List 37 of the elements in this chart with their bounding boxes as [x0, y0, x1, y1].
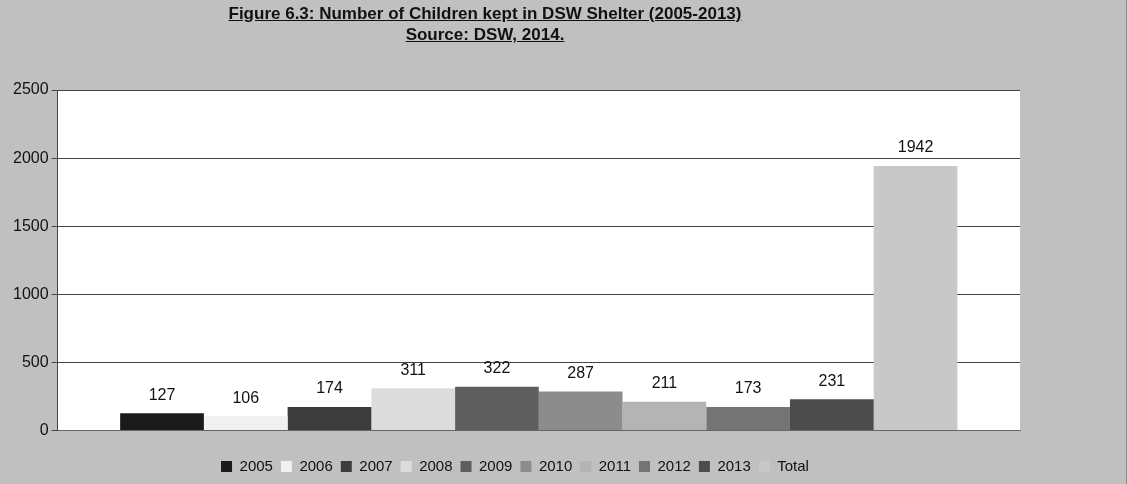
legend-label: 2008 — [419, 456, 453, 474]
bar — [203, 416, 288, 431]
y-tick-label: 1500 — [13, 216, 49, 234]
y-tick-label: 500 — [21, 352, 49, 370]
legend-label: Total — [777, 456, 809, 474]
data-label: 174 — [316, 379, 343, 397]
y-tick-label: 1000 — [13, 284, 49, 302]
y-tick-label: 2500 — [13, 80, 49, 98]
bar — [706, 407, 790, 431]
data-label: 231 — [818, 371, 846, 389]
legend-label: 2006 — [299, 456, 333, 474]
bar — [371, 388, 456, 431]
data-label: 1942 — [897, 138, 934, 156]
data-label: 106 — [232, 388, 260, 406]
legend-label: 2009 — [479, 456, 513, 474]
legend-label: 2010 — [538, 456, 573, 474]
bar — [789, 399, 874, 431]
data-label: 322 — [483, 359, 511, 377]
data-label: 127 — [148, 385, 176, 403]
bar — [287, 406, 372, 431]
bar — [538, 391, 623, 431]
bar — [873, 166, 958, 431]
bar — [622, 401, 707, 431]
data-label: 211 — [651, 374, 678, 392]
data-label: 173 — [734, 379, 762, 397]
legend-label: 2005 — [239, 456, 273, 474]
data-label: 311 — [400, 360, 427, 378]
legend-label: 2007 — [359, 456, 393, 474]
legend-label: 2011 — [598, 456, 632, 474]
bar — [120, 413, 204, 431]
legend-label: 2012 — [657, 456, 691, 474]
data-label: 287 — [567, 363, 595, 381]
legend-label: 2013 — [717, 456, 751, 474]
y-tick-label: 0 — [39, 421, 49, 439]
chart-subtitle: Source: DSW, 2014. — [404, 25, 566, 45]
chart-title: Figure 6.3: Number of Children kept in DSW Shelter (2005-2013) — [227, 4, 743, 24]
y-tick-label: 2000 — [13, 148, 49, 166]
